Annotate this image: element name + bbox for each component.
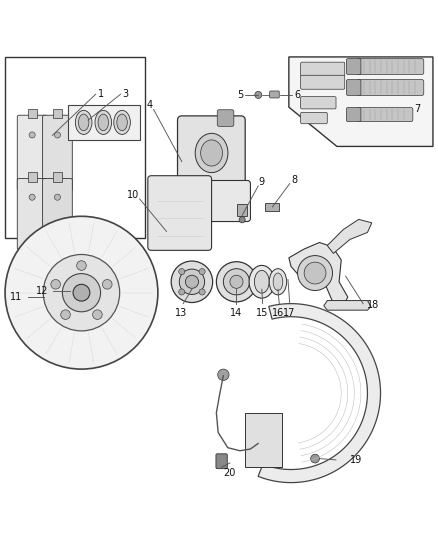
Ellipse shape: [195, 133, 228, 173]
Bar: [68, 105, 141, 140]
Circle shape: [29, 194, 35, 200]
Text: 10: 10: [127, 190, 140, 200]
Polygon shape: [258, 304, 381, 482]
FancyBboxPatch shape: [42, 115, 72, 191]
FancyBboxPatch shape: [300, 62, 345, 76]
Ellipse shape: [78, 114, 89, 131]
FancyBboxPatch shape: [346, 108, 361, 122]
Text: 17: 17: [283, 308, 295, 318]
Circle shape: [179, 269, 185, 274]
FancyBboxPatch shape: [148, 176, 212, 251]
Circle shape: [61, 310, 71, 319]
Circle shape: [255, 92, 262, 99]
FancyBboxPatch shape: [346, 59, 361, 75]
Text: 4: 4: [146, 100, 152, 110]
Text: 20: 20: [224, 468, 236, 478]
Circle shape: [92, 310, 102, 319]
Bar: [53, 109, 62, 118]
Text: 1: 1: [98, 89, 104, 99]
Text: 8: 8: [291, 175, 297, 185]
Polygon shape: [327, 220, 372, 253]
Circle shape: [311, 454, 319, 463]
Polygon shape: [324, 301, 371, 310]
Text: 18: 18: [367, 300, 379, 310]
Text: 5: 5: [237, 90, 243, 100]
Ellipse shape: [75, 110, 92, 134]
Text: 12: 12: [35, 286, 48, 295]
Bar: [53, 188, 62, 194]
Ellipse shape: [269, 269, 287, 295]
FancyBboxPatch shape: [300, 75, 345, 89]
Circle shape: [199, 269, 205, 274]
Text: 16: 16: [272, 308, 285, 318]
Circle shape: [102, 279, 112, 289]
Circle shape: [54, 132, 60, 138]
FancyBboxPatch shape: [245, 413, 283, 467]
Bar: [5, 57, 145, 238]
Circle shape: [54, 194, 60, 200]
Circle shape: [62, 273, 101, 312]
FancyBboxPatch shape: [265, 203, 279, 212]
Circle shape: [304, 262, 326, 284]
Text: 14: 14: [230, 308, 243, 318]
Polygon shape: [289, 243, 348, 306]
Ellipse shape: [223, 269, 250, 295]
FancyBboxPatch shape: [42, 179, 72, 249]
Bar: [28, 188, 36, 194]
Text: 11: 11: [10, 292, 22, 302]
Circle shape: [297, 256, 332, 290]
FancyBboxPatch shape: [357, 59, 424, 75]
Text: 13: 13: [175, 308, 187, 318]
Ellipse shape: [179, 269, 205, 294]
FancyBboxPatch shape: [17, 115, 47, 191]
Text: 3: 3: [123, 89, 129, 99]
Ellipse shape: [114, 110, 131, 134]
Ellipse shape: [117, 114, 127, 131]
Circle shape: [199, 289, 205, 295]
Circle shape: [218, 369, 229, 381]
FancyBboxPatch shape: [177, 116, 245, 190]
Bar: [53, 247, 62, 253]
Bar: [28, 172, 37, 182]
Ellipse shape: [273, 273, 283, 290]
FancyBboxPatch shape: [172, 181, 251, 222]
Bar: [53, 172, 62, 182]
FancyBboxPatch shape: [217, 110, 234, 126]
FancyBboxPatch shape: [216, 454, 227, 469]
Text: 19: 19: [350, 455, 362, 465]
Ellipse shape: [185, 275, 198, 288]
Circle shape: [73, 284, 90, 301]
Bar: [28, 247, 36, 253]
FancyBboxPatch shape: [357, 79, 424, 95]
Ellipse shape: [249, 265, 275, 298]
FancyBboxPatch shape: [300, 96, 336, 109]
Ellipse shape: [254, 270, 269, 293]
Ellipse shape: [230, 275, 243, 288]
Circle shape: [51, 279, 60, 289]
Text: 6: 6: [294, 90, 300, 100]
FancyBboxPatch shape: [270, 91, 279, 98]
Ellipse shape: [95, 110, 112, 134]
Circle shape: [43, 254, 120, 331]
Circle shape: [239, 217, 245, 223]
Circle shape: [77, 261, 86, 270]
Ellipse shape: [98, 114, 109, 131]
FancyBboxPatch shape: [346, 79, 361, 95]
FancyBboxPatch shape: [17, 179, 47, 249]
Polygon shape: [289, 57, 433, 147]
FancyBboxPatch shape: [237, 204, 247, 216]
Circle shape: [5, 216, 158, 369]
Text: 7: 7: [414, 104, 421, 114]
FancyBboxPatch shape: [300, 112, 327, 124]
Text: 15: 15: [256, 308, 268, 318]
Ellipse shape: [216, 262, 257, 302]
FancyBboxPatch shape: [357, 108, 413, 122]
Ellipse shape: [171, 261, 213, 303]
Text: 9: 9: [259, 177, 265, 187]
Circle shape: [179, 289, 185, 295]
Ellipse shape: [201, 140, 223, 166]
Bar: [28, 109, 37, 118]
Circle shape: [29, 132, 35, 138]
